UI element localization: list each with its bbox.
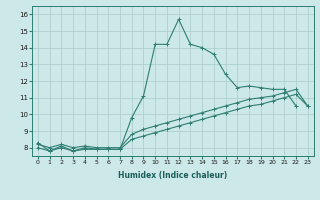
X-axis label: Humidex (Indice chaleur): Humidex (Indice chaleur) [118,171,228,180]
